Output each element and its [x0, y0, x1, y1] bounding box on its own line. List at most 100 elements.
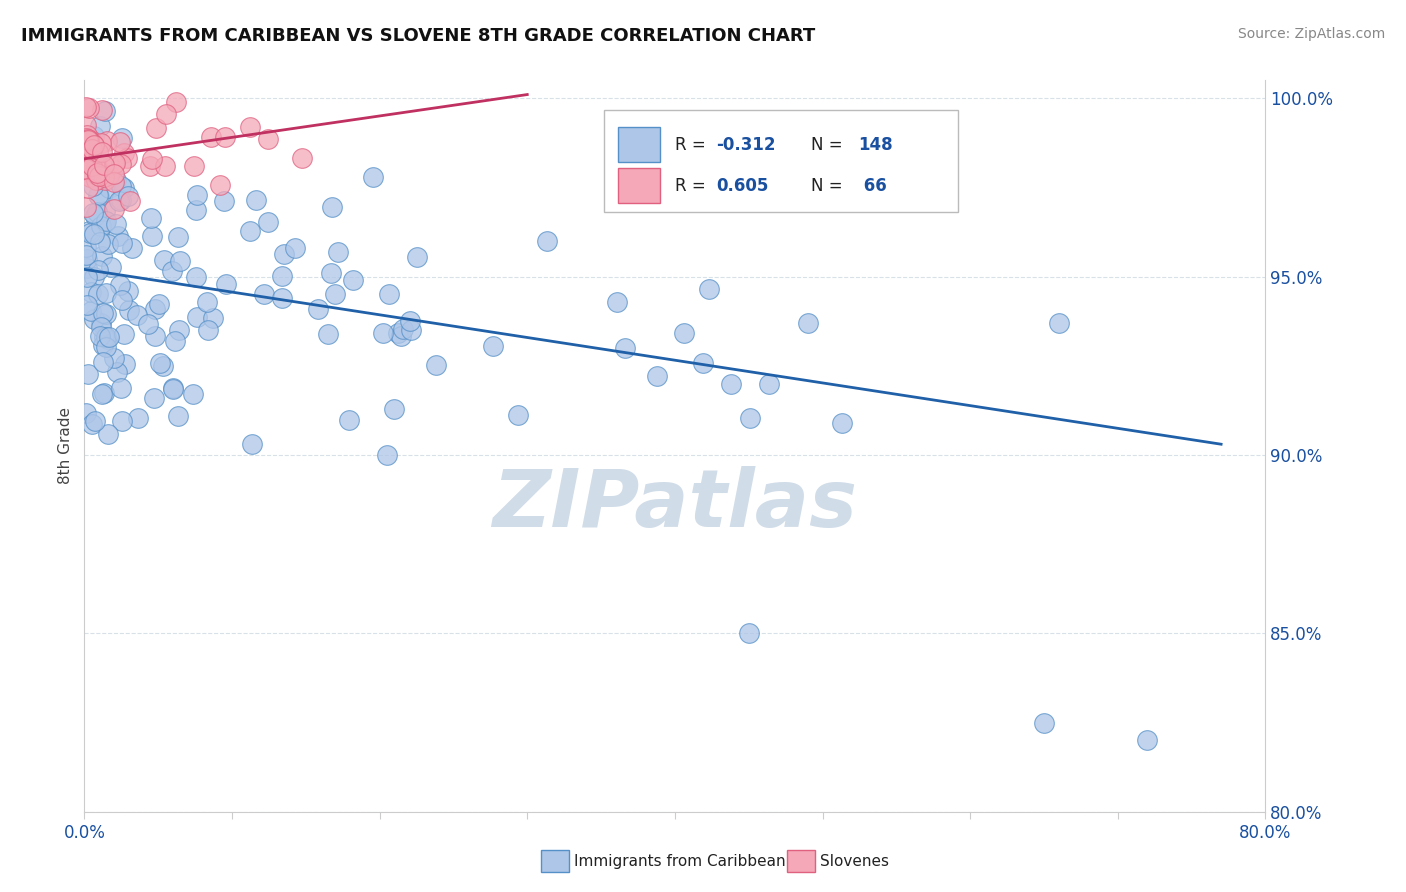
Point: [321, 200, 343, 214]
Point: [82, 178, 104, 193]
Point: [307, 302, 329, 317]
Point: [316, 327, 339, 342]
Point: [252, 287, 274, 301]
Point: [240, 437, 263, 451]
Text: Immigrants from Caribbean: Immigrants from Caribbean: [574, 855, 786, 869]
Point: [77, 224, 100, 238]
Point: [91, 103, 114, 117]
Point: [613, 341, 636, 355]
Point: [98, 180, 121, 194]
Point: [75, 407, 97, 421]
Point: [831, 417, 853, 431]
Point: [378, 287, 401, 301]
Point: [94, 204, 117, 219]
Point: [97, 236, 120, 251]
Point: [108, 278, 131, 293]
Point: [96, 213, 118, 227]
Point: [184, 270, 207, 285]
Y-axis label: 8th Grade: 8th Grade: [58, 408, 73, 484]
Point: [104, 172, 127, 186]
Point: [169, 253, 191, 268]
Point: [90, 316, 112, 330]
Point: [87, 162, 110, 177]
Point: [76, 153, 98, 168]
Point: [481, 339, 503, 353]
Point: [91, 387, 114, 401]
Point: [1136, 733, 1159, 747]
Point: [90, 319, 112, 334]
Point: [200, 130, 222, 145]
Point: [105, 217, 128, 231]
Text: 148: 148: [858, 136, 893, 153]
Point: [141, 228, 163, 243]
Point: [79, 226, 101, 240]
Point: [75, 136, 97, 150]
Point: [605, 295, 627, 310]
Point: [75, 153, 97, 167]
Point: [87, 263, 110, 277]
Point: [79, 142, 101, 156]
Text: -0.312: -0.312: [716, 136, 776, 153]
Point: [387, 326, 409, 341]
Text: Slovenes: Slovenes: [820, 855, 889, 869]
Point: [80, 133, 103, 147]
Point: [375, 448, 398, 462]
Point: [245, 193, 267, 207]
Point: [118, 303, 141, 318]
Point: [77, 133, 100, 147]
Point: [342, 273, 364, 287]
Point: [83, 137, 105, 152]
Point: [93, 354, 115, 368]
Point: [96, 340, 118, 354]
Point: [111, 414, 134, 428]
Point: [181, 386, 204, 401]
Point: [291, 152, 314, 166]
Point: [107, 229, 129, 244]
Text: IMMIGRANTS FROM CARIBBEAN VS SLOVENE 8TH GRADE CORRELATION CHART: IMMIGRANTS FROM CARIBBEAN VS SLOVENE 8TH…: [21, 27, 815, 45]
Point: [112, 146, 135, 161]
Point: [111, 131, 134, 145]
Point: [406, 250, 429, 264]
Point: [162, 264, 184, 278]
Point: [87, 286, 110, 301]
Point: [103, 157, 125, 171]
Point: [398, 314, 420, 328]
Point: [284, 241, 307, 255]
Point: [391, 321, 413, 335]
Point: [139, 159, 162, 173]
FancyBboxPatch shape: [605, 110, 959, 212]
Point: [75, 240, 97, 254]
Point: [76, 260, 98, 275]
Point: [183, 159, 205, 173]
Point: [108, 136, 131, 150]
Point: [139, 211, 162, 225]
Point: [239, 120, 262, 134]
Point: [91, 157, 114, 171]
Point: [321, 266, 343, 280]
Point: [94, 173, 117, 187]
Point: [337, 413, 360, 427]
Point: [186, 188, 208, 202]
Point: [97, 168, 120, 182]
Point: [399, 323, 422, 337]
Point: [208, 178, 231, 192]
Point: [84, 414, 107, 428]
Point: [86, 204, 108, 219]
Point: [90, 145, 112, 159]
Point: [117, 189, 139, 203]
Point: [76, 128, 98, 143]
Point: [257, 132, 280, 146]
Point: [143, 391, 166, 405]
Point: [104, 155, 127, 169]
Point: [84, 139, 107, 153]
Point: [361, 170, 384, 185]
Point: [77, 156, 100, 170]
Point: [82, 136, 104, 151]
Point: [91, 338, 114, 352]
Point: [110, 193, 132, 207]
Point: [89, 235, 111, 249]
Point: [96, 329, 118, 343]
Point: [720, 376, 742, 391]
Point: [271, 291, 294, 305]
Point: [75, 118, 97, 132]
